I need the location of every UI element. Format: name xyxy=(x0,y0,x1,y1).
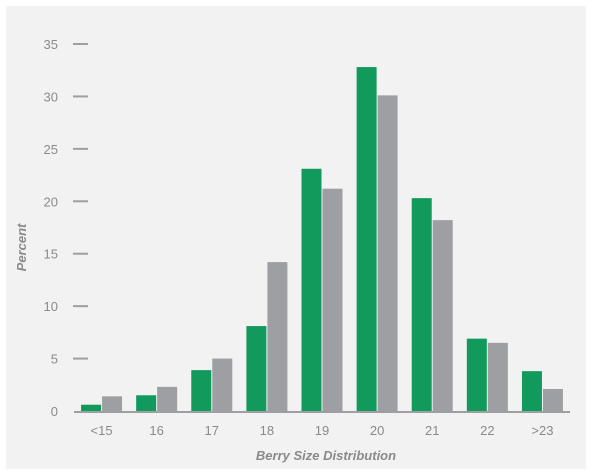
bar-series-1 xyxy=(356,67,377,411)
x-tick-label: 21 xyxy=(425,423,439,438)
bar-chart: 0 5 10 15 20 25 30 35 <15 16 17 18 19 20 21 22 >23 Berr… xyxy=(14,37,570,463)
bar-series-2 xyxy=(212,358,233,411)
y-tick-label: 25 xyxy=(44,142,58,157)
x-axis: <15 16 17 18 19 20 21 22 >23 xyxy=(91,423,554,438)
bar-series-2 xyxy=(267,262,288,411)
bars-group xyxy=(81,67,563,411)
x-tick-label: 22 xyxy=(480,423,494,438)
y-axis: 0 5 10 15 20 25 30 35 xyxy=(44,37,88,419)
bar-series-1 xyxy=(521,371,542,411)
y-tick-label: 0 xyxy=(51,404,58,419)
chart-panel: 0 5 10 15 20 25 30 35 <15 16 17 18 19 20 21 22 >23 Berr… xyxy=(6,6,586,469)
y-tick-label: 20 xyxy=(44,194,58,209)
y-tick-label: 10 xyxy=(44,299,58,314)
bar-series-2 xyxy=(377,95,398,411)
bar-series-1 xyxy=(411,198,432,411)
x-tick-label: >23 xyxy=(531,423,553,438)
bar-series-1 xyxy=(81,404,102,411)
y-tick-label: 30 xyxy=(44,89,58,104)
bar-series-1 xyxy=(301,168,322,411)
bar-series-2 xyxy=(542,388,563,411)
bar-series-2 xyxy=(102,396,123,411)
x-tick-label: 18 xyxy=(260,423,274,438)
bar-series-1 xyxy=(246,326,267,411)
y-tick-label: 35 xyxy=(44,37,58,52)
y-tick-label: 15 xyxy=(44,247,58,262)
x-tick-label: 17 xyxy=(205,423,219,438)
bar-series-1 xyxy=(191,370,212,411)
x-tick-label: 19 xyxy=(315,423,329,438)
x-tick-label: <15 xyxy=(91,423,113,438)
x-axis-title: Berry Size Distribution xyxy=(256,448,396,463)
x-tick-label: 20 xyxy=(370,423,384,438)
y-axis-title: Percent xyxy=(14,223,29,271)
bar-series-2 xyxy=(432,220,453,411)
x-tick-label: 16 xyxy=(149,423,163,438)
bar-series-1 xyxy=(466,338,487,411)
bar-series-1 xyxy=(136,395,157,411)
bar-series-2 xyxy=(487,342,508,411)
y-tick-label: 5 xyxy=(51,352,58,367)
bar-series-2 xyxy=(322,188,343,411)
bar-series-2 xyxy=(157,386,178,411)
